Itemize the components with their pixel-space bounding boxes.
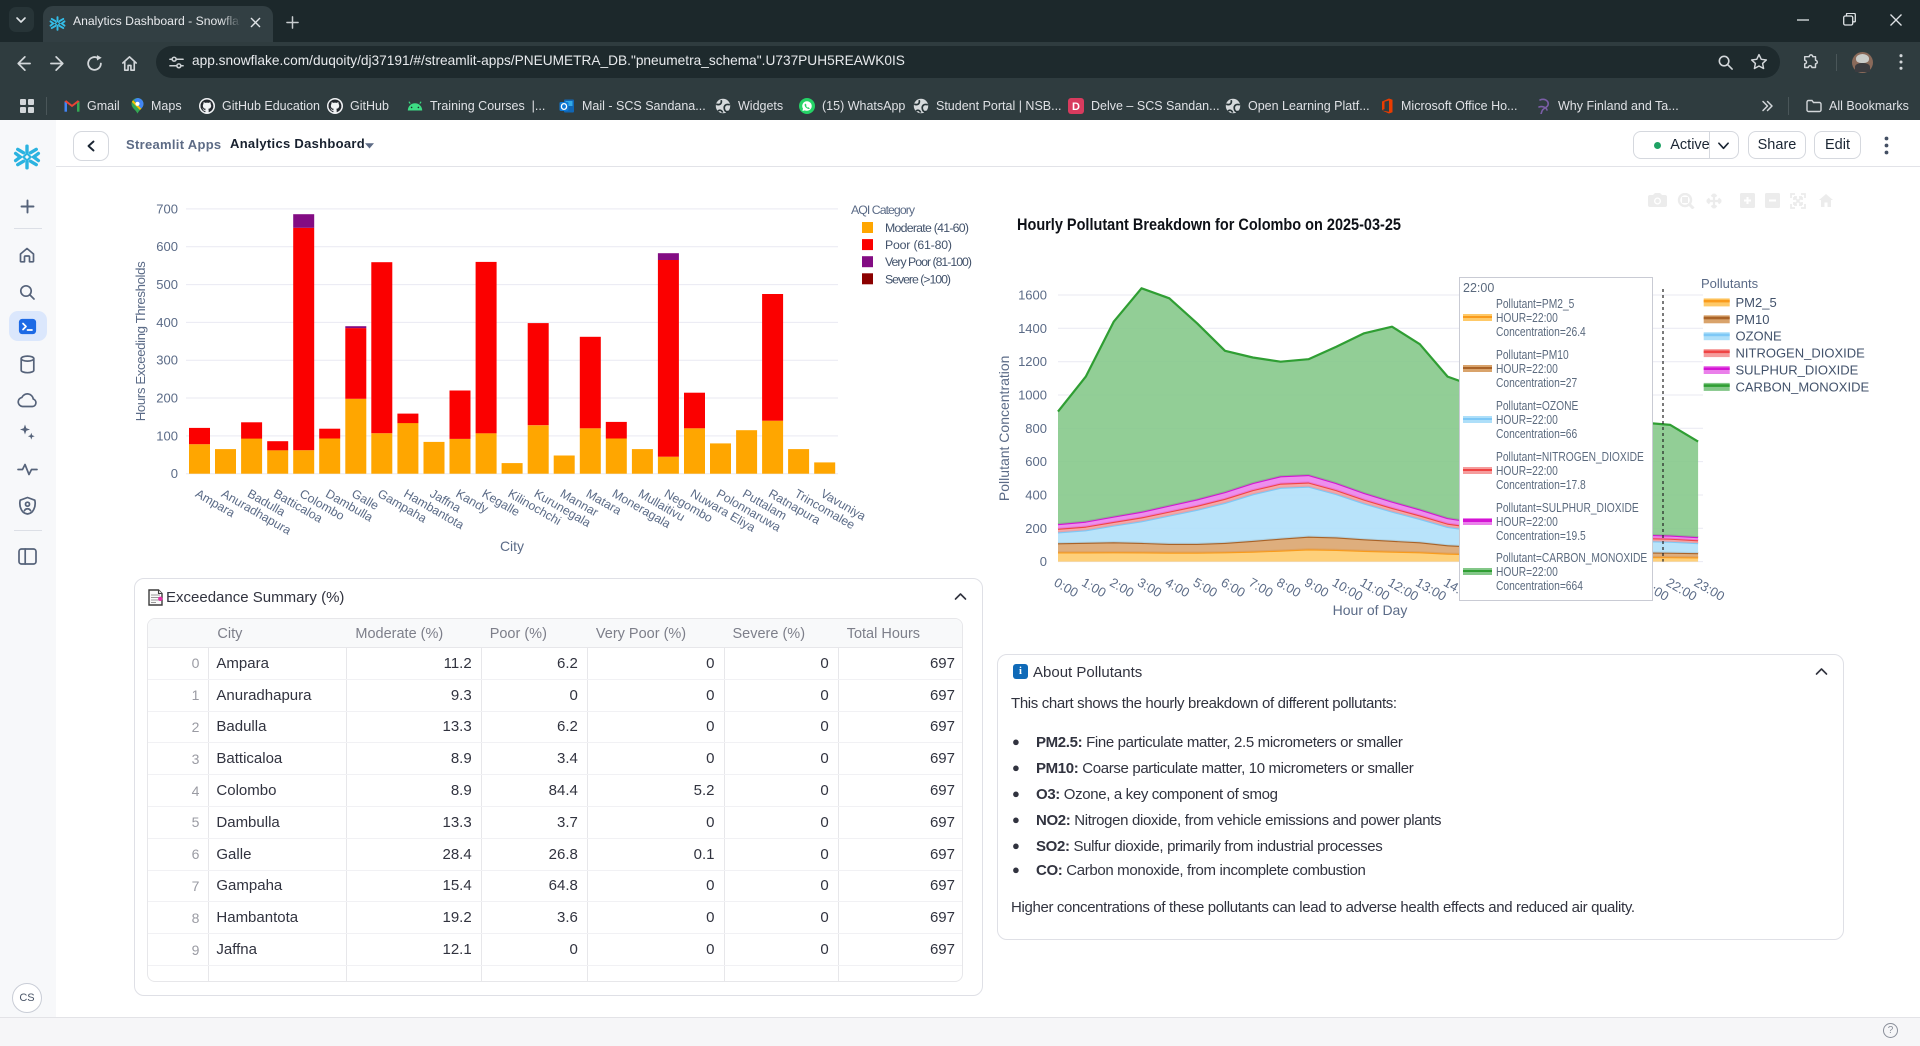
svg-text:8:00: 8:00: [1274, 575, 1303, 601]
svg-text:Hours Exceeding Thresholds: Hours Exceeding Thresholds: [133, 261, 148, 421]
svg-text:OZONE: OZONE: [1736, 329, 1783, 344]
svg-text:200: 200: [156, 391, 178, 406]
svg-text:13:00: 13:00: [1413, 575, 1449, 604]
svg-text:10:00: 10:00: [1330, 575, 1366, 604]
svg-text:7:00: 7:00: [1246, 575, 1275, 601]
svg-text:400: 400: [156, 315, 178, 330]
svg-text:CARBON_MONOXIDE: CARBON_MONOXIDE: [1736, 379, 1870, 394]
svg-text:Very Poor (81-100): Very Poor (81-100): [885, 255, 972, 269]
svg-text:Pollutant Concentration: Pollutant Concentration: [996, 356, 1012, 502]
svg-text:Poor (61-80): Poor (61-80): [885, 238, 952, 252]
svg-text:6:00: 6:00: [1219, 575, 1248, 601]
svg-text:2:00: 2:00: [1107, 575, 1136, 601]
svg-text:Hour of Day: Hour of Day: [1333, 602, 1408, 618]
svg-text:800: 800: [1025, 421, 1047, 436]
svg-text:1:00: 1:00: [1079, 575, 1108, 601]
svg-text:9:00: 9:00: [1302, 575, 1331, 601]
svg-text:Hourly Pollutant Breakdown for: Hourly Pollutant Breakdown for Colombo o…: [1017, 215, 1401, 234]
svg-text:600: 600: [1025, 454, 1047, 469]
svg-text:23:00: 23:00: [1692, 575, 1728, 604]
svg-text:Pollutants: Pollutants: [1701, 276, 1759, 291]
svg-text:1400: 1400: [1018, 321, 1047, 336]
svg-text:AQI Category: AQI Category: [851, 203, 916, 217]
svg-text:D: D: [1072, 101, 1080, 113]
svg-text:Moderate (41-60): Moderate (41-60): [885, 221, 969, 235]
svg-text:4:00: 4:00: [1163, 575, 1192, 601]
svg-text:1000: 1000: [1018, 388, 1047, 403]
svg-text:11:00: 11:00: [1358, 575, 1393, 604]
svg-text:700: 700: [156, 201, 178, 216]
svg-text:PM10: PM10: [1736, 312, 1770, 327]
svg-text:0: 0: [1040, 554, 1047, 569]
svg-text:3:00: 3:00: [1135, 575, 1164, 601]
svg-text:200: 200: [1025, 521, 1047, 536]
svg-text:12:00: 12:00: [1386, 575, 1422, 604]
svg-text:Severe (>100): Severe (>100): [885, 272, 951, 286]
svg-text:1200: 1200: [1018, 354, 1047, 369]
svg-text:SULPHUR_DIOXIDE: SULPHUR_DIOXIDE: [1736, 363, 1859, 378]
svg-text:NITROGEN_DIOXIDE: NITROGEN_DIOXIDE: [1736, 346, 1866, 361]
svg-text:5:00: 5:00: [1191, 575, 1220, 601]
svg-text:100: 100: [156, 428, 178, 443]
svg-text:0:00: 0:00: [1052, 575, 1081, 601]
svg-text:City: City: [500, 538, 524, 554]
svg-text:22:00: 22:00: [1664, 575, 1700, 604]
svg-text:500: 500: [156, 277, 178, 292]
svg-text:400: 400: [1025, 488, 1047, 503]
svg-text:0: 0: [171, 466, 178, 481]
svg-text:PM2_5: PM2_5: [1736, 295, 1777, 310]
svg-text:300: 300: [156, 353, 178, 368]
svg-text:600: 600: [156, 239, 178, 254]
svg-text:1600: 1600: [1018, 288, 1047, 303]
